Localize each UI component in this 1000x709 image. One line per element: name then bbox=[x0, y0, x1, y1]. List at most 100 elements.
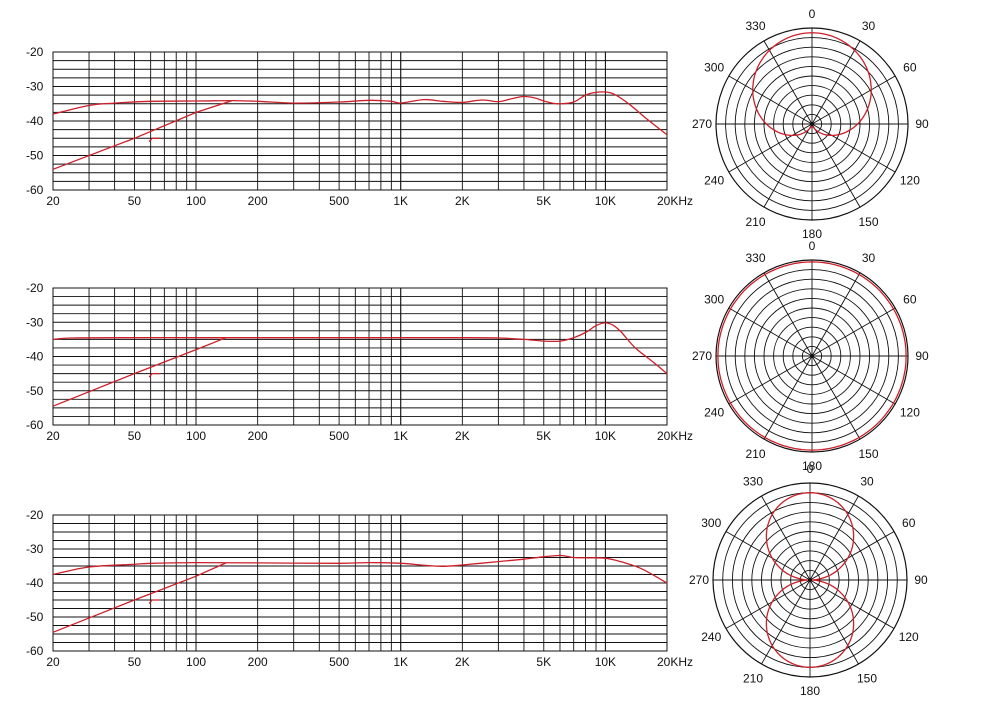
angle-label: 300 bbox=[701, 516, 721, 530]
series-pickup-pattern bbox=[717, 261, 907, 451]
x-tick-label: 50 bbox=[128, 429, 142, 443]
angle-label: 30 bbox=[862, 19, 876, 33]
polar-spoke bbox=[728, 355, 813, 405]
angle-label: 0 bbox=[809, 7, 816, 21]
polar-spoke bbox=[809, 579, 895, 629]
x-tick-label: 500 bbox=[329, 655, 349, 669]
y-tick-label: -30 bbox=[26, 80, 44, 94]
angle-label: 90 bbox=[915, 117, 929, 131]
x-tick-label: 5K bbox=[536, 194, 551, 208]
series-low-cut-marker bbox=[148, 372, 161, 378]
x-tick-label: 1K bbox=[393, 429, 408, 443]
polar-spoke bbox=[811, 123, 861, 208]
plot-frame bbox=[52, 287, 668, 426]
polar-spoke bbox=[763, 40, 813, 125]
x-tick-label: 20KHz bbox=[657, 429, 693, 443]
x-tick-label: 5K bbox=[536, 655, 551, 669]
polar-spoke bbox=[728, 307, 813, 357]
angle-label: 30 bbox=[862, 251, 876, 265]
angle-label: 150 bbox=[858, 215, 878, 229]
polar-spoke bbox=[811, 75, 896, 125]
y-tick-label: -60 bbox=[26, 644, 44, 658]
x-tick-label: 20 bbox=[46, 429, 60, 443]
angle-label: 300 bbox=[704, 293, 724, 307]
polar-spoke bbox=[725, 579, 811, 629]
polar-spoke bbox=[763, 123, 813, 208]
x-tick-label: 1K bbox=[393, 194, 408, 208]
series-pickup-pattern bbox=[765, 492, 855, 668]
angle-label: 300 bbox=[704, 61, 724, 75]
polar-spoke bbox=[811, 40, 861, 125]
angle-label: 120 bbox=[900, 406, 920, 420]
y-tick-label: -50 bbox=[26, 149, 44, 163]
polar-pattern-chart-1: 0 30 60 90 120 150 180 210 240 270 300 330 bbox=[692, 7, 929, 241]
x-tick-label: 2K bbox=[455, 429, 470, 443]
x-tick-label: 100 bbox=[186, 194, 206, 208]
polar-spoke bbox=[728, 123, 813, 173]
series-low-cut bbox=[52, 99, 233, 170]
angle-label: 270 bbox=[692, 117, 712, 131]
y-tick-label: -30 bbox=[26, 315, 44, 329]
polar-spoke bbox=[809, 579, 859, 665]
series-low-cut-marker bbox=[148, 137, 161, 143]
angle-label: 270 bbox=[692, 349, 712, 363]
polar-spoke bbox=[761, 495, 811, 581]
x-tick-label: 20 bbox=[46, 194, 60, 208]
angle-label: 270 bbox=[689, 573, 709, 587]
y-tick-label: -60 bbox=[26, 183, 44, 197]
y-tick-label: -40 bbox=[26, 350, 44, 364]
angle-label: 240 bbox=[704, 174, 724, 188]
x-tick-label: 100 bbox=[186, 655, 206, 669]
y-tick-label: -40 bbox=[26, 114, 44, 128]
y-tick-label: -50 bbox=[26, 384, 44, 398]
polar-spoke bbox=[763, 355, 813, 440]
angle-label: 210 bbox=[745, 447, 765, 461]
angle-label: 330 bbox=[745, 251, 765, 265]
angle-label: 210 bbox=[745, 215, 765, 229]
angle-label: 120 bbox=[899, 630, 919, 644]
y-tick-label: -20 bbox=[26, 281, 44, 295]
angle-label: 180 bbox=[802, 227, 822, 241]
y-tick-label: -20 bbox=[26, 45, 44, 59]
x-tick-label: 20KHz bbox=[657, 194, 693, 208]
polar-center bbox=[810, 122, 814, 126]
x-tick-label: 10K bbox=[595, 194, 616, 208]
angle-label: 210 bbox=[743, 672, 763, 686]
polar-spoke bbox=[811, 123, 896, 173]
angle-label: 60 bbox=[903, 61, 917, 75]
angle-label: 90 bbox=[915, 349, 929, 363]
polar-pattern-chart-2: 0 30 60 90 120 150 180 210 240 270 300 330 bbox=[692, 239, 929, 473]
series-response bbox=[52, 554, 668, 584]
angle-label: 240 bbox=[704, 406, 724, 420]
angle-label: 330 bbox=[745, 19, 765, 33]
x-tick-label: 20 bbox=[46, 655, 60, 669]
angle-label: 180 bbox=[802, 459, 822, 473]
angle-label: 30 bbox=[860, 474, 874, 488]
angle-label: 120 bbox=[900, 174, 920, 188]
angle-label: 180 bbox=[800, 684, 820, 698]
polar-spoke bbox=[761, 579, 811, 665]
series-low-cut-marker bbox=[148, 599, 161, 604]
plot-frame bbox=[52, 51, 668, 191]
x-tick-label: 1K bbox=[393, 655, 408, 669]
y-tick-label: -50 bbox=[26, 610, 44, 624]
polar-center bbox=[810, 354, 814, 358]
x-tick-label: 20KHz bbox=[657, 655, 693, 669]
x-tick-label: 10K bbox=[595, 429, 616, 443]
x-tick-label: 5K bbox=[536, 429, 551, 443]
x-tick-label: 200 bbox=[248, 655, 268, 669]
x-tick-label: 2K bbox=[455, 194, 470, 208]
polar-spoke bbox=[809, 495, 859, 581]
polar-spoke bbox=[728, 75, 813, 125]
y-tick-label: -30 bbox=[26, 542, 44, 556]
x-tick-label: 50 bbox=[128, 655, 142, 669]
y-tick-label: -60 bbox=[26, 418, 44, 432]
x-tick-label: 200 bbox=[248, 194, 268, 208]
polar-spoke bbox=[725, 531, 811, 581]
y-tick-label: -40 bbox=[26, 576, 44, 590]
polar-spoke bbox=[763, 272, 813, 357]
polar-spoke bbox=[811, 307, 896, 357]
